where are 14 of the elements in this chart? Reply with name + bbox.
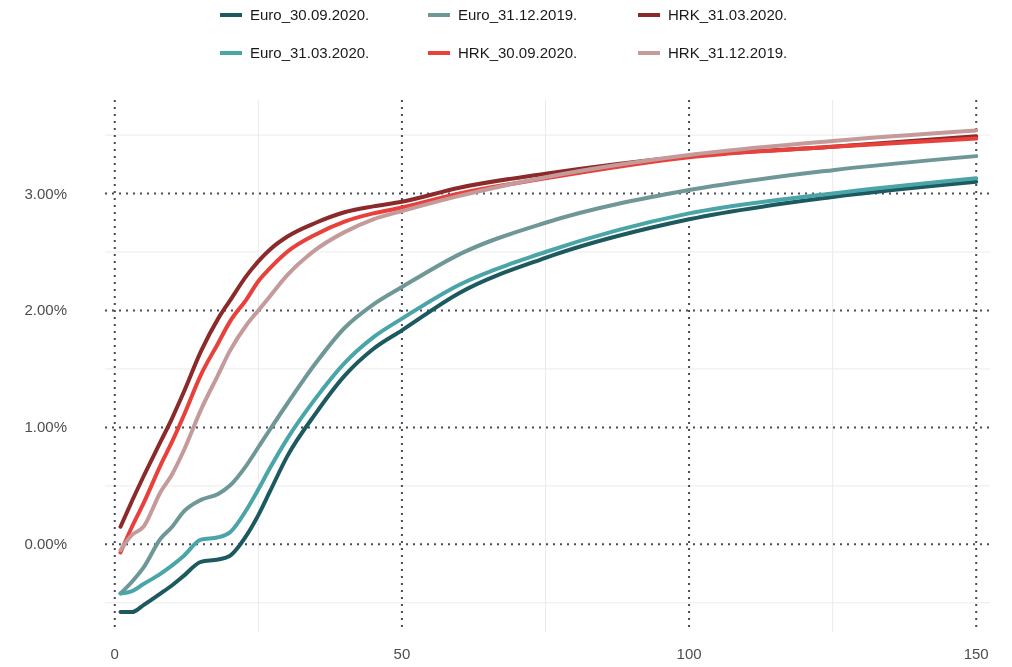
y-tick-label: 1.00%	[24, 418, 67, 436]
y-tick-label: 0.00%	[24, 535, 67, 553]
x-tick-label: 50	[393, 645, 411, 662]
y-tick-label: 2.00%	[24, 301, 67, 319]
legend-label: HRK_31.12.2019.	[668, 44, 788, 61]
legend-label: HRK_31.03.2020.	[668, 6, 788, 23]
x-tick-label: 150	[963, 645, 989, 662]
legend-label: Euro_31.03.2020.	[250, 44, 370, 61]
y-tick-label: 3.00%	[24, 184, 67, 202]
legend-label: Euro_30.09.2020.	[250, 6, 370, 23]
x-tick-label: 100	[676, 645, 702, 662]
x-tick-label: 0	[110, 645, 119, 662]
legend-label: HRK_30.09.2020.	[458, 44, 578, 61]
legend-label: Euro_31.12.2019.	[458, 6, 578, 23]
